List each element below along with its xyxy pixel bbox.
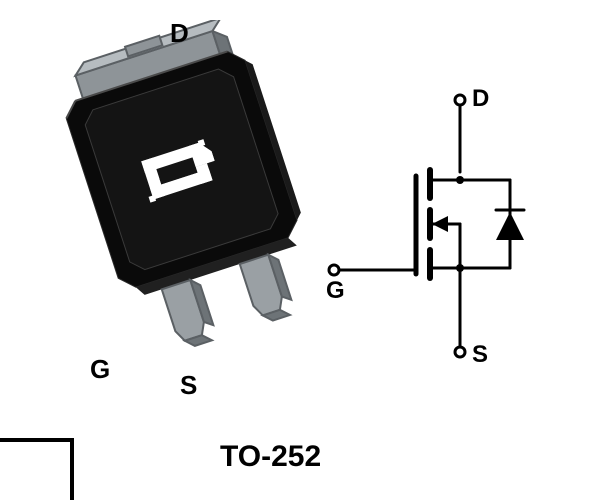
pkg-drain-label: D	[170, 18, 189, 49]
sch-gate-label: G	[326, 277, 345, 304]
pkg-gate-label: G	[90, 354, 110, 385]
package-name-label: TO-252	[220, 440, 321, 474]
sch-drain-label: D	[472, 85, 489, 112]
bulk-arrow-icon	[432, 216, 448, 232]
drain-terminal-icon	[455, 95, 465, 105]
gate-lead	[162, 278, 218, 351]
body-diode-icon	[496, 210, 524, 240]
mosfet-schematic-svg: D G S	[320, 80, 580, 380]
package-to252-svg	[40, 20, 340, 380]
source-terminal-icon	[455, 347, 465, 357]
source-lead	[240, 252, 296, 325]
sch-source-label: S	[472, 341, 488, 368]
gate-terminal-icon	[329, 265, 339, 275]
corner-box-fragment	[0, 438, 74, 500]
pkg-source-label: S	[180, 370, 197, 401]
